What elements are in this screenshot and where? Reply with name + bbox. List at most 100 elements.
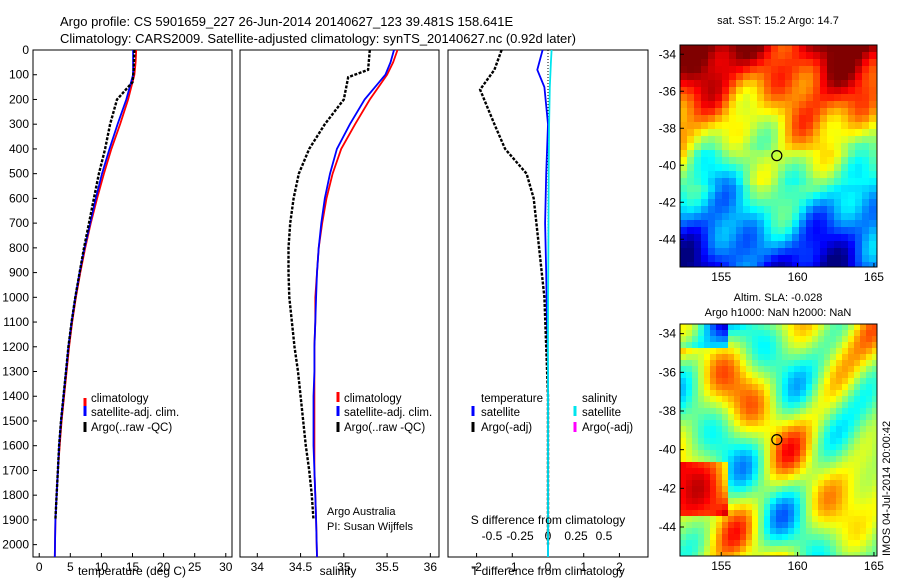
sla-cell bbox=[710, 366, 717, 373]
sla-cell bbox=[758, 498, 765, 505]
sla-cell bbox=[734, 396, 741, 403]
sla-cell bbox=[746, 498, 753, 505]
sla-cell bbox=[866, 360, 873, 367]
sla-cell bbox=[722, 462, 729, 469]
sla-cell bbox=[770, 360, 777, 367]
sst-cell bbox=[750, 234, 758, 242]
sst-cell bbox=[708, 59, 716, 67]
sla-cell bbox=[692, 390, 699, 397]
sla-cell bbox=[740, 498, 747, 505]
sla-cell bbox=[806, 498, 813, 505]
sst-cell bbox=[799, 255, 807, 263]
sla-cell bbox=[722, 516, 729, 523]
sst-cell bbox=[750, 94, 758, 102]
sst-cell bbox=[771, 164, 779, 172]
sla-cell bbox=[752, 450, 759, 457]
sla-cell bbox=[794, 408, 801, 415]
sla-cell bbox=[860, 522, 867, 529]
sst-cell bbox=[771, 178, 779, 186]
sla-cell bbox=[782, 342, 789, 349]
sla-cell bbox=[848, 396, 855, 403]
sla-cell bbox=[800, 474, 807, 481]
sla-cell bbox=[716, 384, 723, 391]
sst-cell bbox=[729, 66, 737, 74]
sla-cell bbox=[842, 450, 849, 457]
sla-cell bbox=[836, 534, 843, 541]
sla-cell bbox=[746, 420, 753, 427]
sst-cell bbox=[715, 157, 723, 165]
sst-cell bbox=[813, 192, 821, 200]
sst-cell bbox=[722, 80, 730, 88]
sla-cell bbox=[764, 504, 771, 511]
sla-cell bbox=[770, 378, 777, 385]
sla-cell bbox=[746, 426, 753, 433]
sst-cell bbox=[785, 136, 793, 144]
sst-cell bbox=[694, 59, 702, 67]
sst-cell bbox=[743, 220, 751, 228]
sla-cell bbox=[800, 534, 807, 541]
sla-cell bbox=[800, 402, 807, 409]
sla-cell bbox=[728, 402, 735, 409]
sst-cell bbox=[785, 234, 793, 242]
sst-cell bbox=[680, 80, 688, 88]
sla-cell bbox=[770, 426, 777, 433]
sla-cell bbox=[800, 510, 807, 517]
sla-cell bbox=[836, 438, 843, 445]
sla-cell bbox=[818, 342, 825, 349]
sst-cell bbox=[729, 241, 737, 249]
sla-cell bbox=[734, 438, 741, 445]
sst-cell bbox=[862, 143, 870, 151]
sla-cell bbox=[872, 390, 877, 397]
sla-cell bbox=[746, 336, 753, 343]
sst-cell bbox=[855, 206, 863, 214]
sla-cell bbox=[722, 414, 729, 421]
sla-cell bbox=[788, 486, 795, 493]
sla-cell bbox=[800, 498, 807, 505]
sst-cell bbox=[708, 136, 716, 144]
sst-cell bbox=[764, 164, 772, 172]
sst-cell bbox=[785, 206, 793, 214]
sla-cell bbox=[824, 540, 831, 547]
sst-cell bbox=[792, 199, 800, 207]
sla-cell bbox=[830, 498, 837, 505]
sst-cell bbox=[855, 52, 863, 60]
sst-cell bbox=[799, 262, 807, 267]
sst-cell bbox=[736, 52, 744, 60]
sla-cell bbox=[770, 504, 777, 511]
sst-cell bbox=[792, 136, 800, 144]
sla-cell bbox=[770, 384, 777, 391]
sst-cell bbox=[848, 80, 856, 88]
sst-cell bbox=[820, 143, 828, 151]
sla-cell bbox=[818, 426, 825, 433]
sla-cell bbox=[698, 450, 705, 457]
sst-cell bbox=[694, 248, 702, 256]
sst-cell bbox=[785, 108, 793, 116]
sst-cell bbox=[792, 143, 800, 151]
sla-cell bbox=[758, 408, 765, 415]
salinity-panel: 34 34.5 35 35.5 36 salinity climatology sate… bbox=[239, 49, 440, 578]
sla-cell bbox=[734, 444, 741, 451]
sst-cell bbox=[715, 234, 723, 242]
sst-cell bbox=[750, 66, 758, 74]
sla-cell bbox=[800, 390, 807, 397]
sla-cell bbox=[806, 324, 813, 331]
sla-cell bbox=[854, 486, 861, 493]
sla-cell bbox=[722, 342, 729, 349]
sla-cell bbox=[704, 510, 711, 517]
sla-cell bbox=[758, 468, 765, 475]
sla-cell bbox=[764, 468, 771, 475]
sla-cell bbox=[770, 498, 777, 505]
sla-cell bbox=[800, 348, 807, 355]
sst-cell bbox=[764, 129, 772, 137]
sla-cell bbox=[830, 438, 837, 445]
sla-cell bbox=[872, 498, 877, 505]
difference-panel: -2 -1 0 1 2 -0.5 -0.25 0 0.25 0.5 S difference f… bbox=[447, 49, 649, 578]
sst-cell bbox=[834, 199, 842, 207]
sla-cell bbox=[848, 522, 855, 529]
sla-cell bbox=[800, 324, 807, 331]
sst-map-panel: sat. SST: 15.2 Argo: 14.7 -34-36-38-40-4… bbox=[659, 15, 885, 284]
sla-cell bbox=[734, 510, 741, 517]
s-difference-xlabel: S difference from climatology bbox=[471, 513, 626, 527]
sst-cell bbox=[813, 101, 821, 109]
sst-cell bbox=[785, 178, 793, 186]
